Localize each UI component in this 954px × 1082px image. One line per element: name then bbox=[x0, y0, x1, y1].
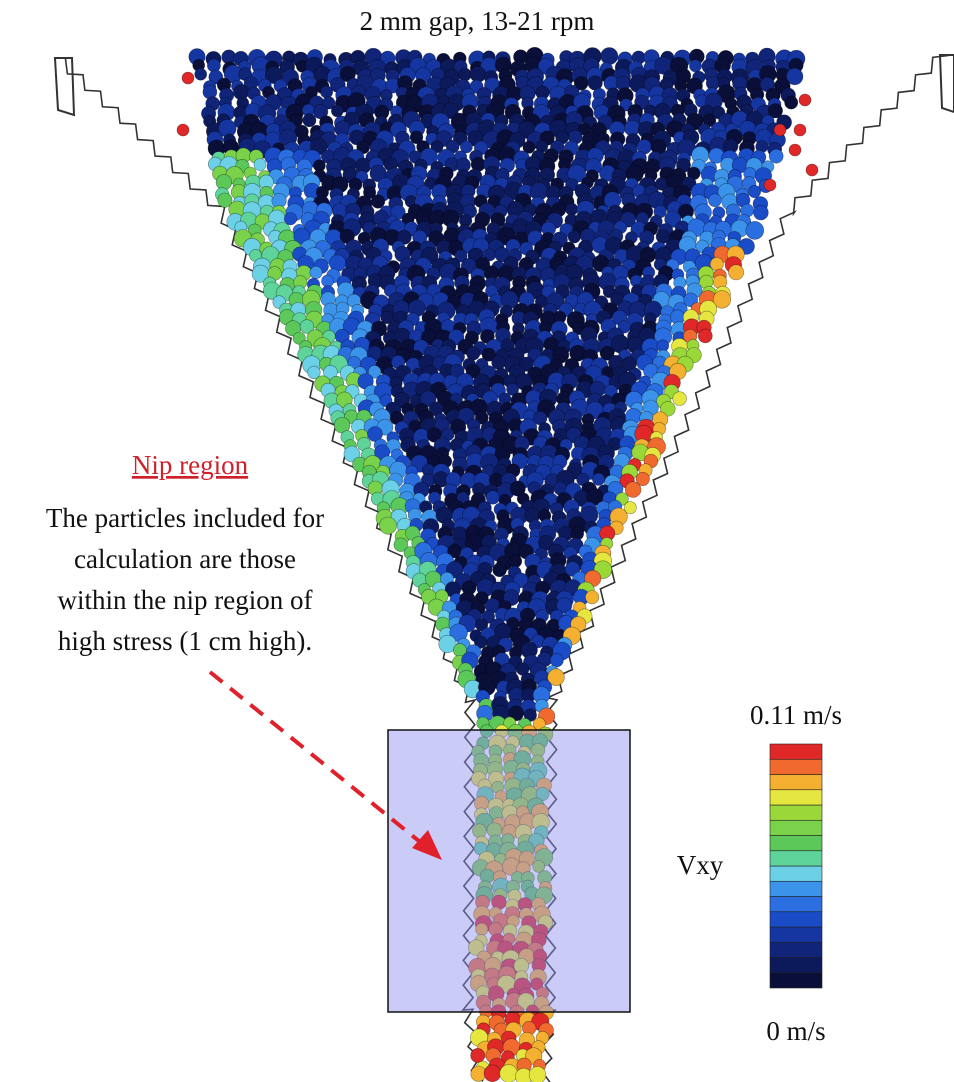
colorbar-band bbox=[770, 805, 822, 820]
particle bbox=[379, 517, 396, 534]
particle bbox=[310, 266, 322, 278]
annotation-line: calculation are those bbox=[74, 544, 296, 574]
colorbar-band bbox=[770, 881, 822, 896]
nip-region-box bbox=[388, 730, 630, 1012]
particle bbox=[698, 329, 712, 343]
annotation-line: The particles included for bbox=[46, 503, 324, 533]
particle bbox=[321, 86, 333, 98]
particle bbox=[748, 185, 760, 197]
colorbar-max: 0.11 m/s bbox=[750, 700, 842, 730]
colorbar-band bbox=[770, 927, 822, 942]
particle bbox=[708, 194, 721, 207]
particle bbox=[673, 392, 687, 406]
particle bbox=[182, 72, 194, 84]
particle bbox=[322, 275, 334, 287]
particle bbox=[789, 144, 801, 156]
particle bbox=[177, 124, 189, 136]
particle bbox=[458, 68, 471, 81]
particle bbox=[509, 555, 522, 568]
particle bbox=[585, 591, 598, 604]
particle bbox=[729, 265, 744, 280]
particle bbox=[254, 159, 266, 171]
particle bbox=[500, 1065, 518, 1082]
particle bbox=[568, 231, 580, 243]
particle bbox=[284, 213, 296, 225]
colorbar-band bbox=[770, 744, 822, 759]
right-bracket bbox=[940, 55, 954, 112]
particle bbox=[785, 96, 798, 109]
colorbar-band bbox=[770, 866, 822, 881]
particle bbox=[746, 221, 764, 239]
particle bbox=[689, 60, 701, 72]
particle bbox=[769, 149, 783, 163]
annotation-line: high stress (1 cm high). bbox=[58, 626, 312, 656]
colorbar-band bbox=[770, 973, 822, 988]
particle bbox=[625, 482, 641, 498]
colorbar-band bbox=[770, 790, 822, 805]
particle bbox=[764, 179, 776, 191]
particle bbox=[331, 105, 343, 117]
particle bbox=[794, 124, 806, 136]
particle bbox=[799, 94, 811, 106]
colorbar-band bbox=[770, 912, 822, 927]
colorbar-band bbox=[770, 759, 822, 774]
annotation-line: within the nip region of bbox=[58, 585, 313, 615]
title: 2 mm gap, 13-21 rpm bbox=[360, 6, 595, 36]
colorbar-band bbox=[770, 942, 822, 957]
figure: 2 mm gap, 13-21 rpm Nip region The parti… bbox=[0, 0, 954, 1082]
particle bbox=[484, 1065, 501, 1082]
annotation-text: The particles included for calculation ar… bbox=[46, 503, 324, 656]
colorbar-band bbox=[770, 851, 822, 866]
colorbar-band bbox=[770, 958, 822, 973]
particle bbox=[550, 654, 563, 667]
particle bbox=[303, 114, 316, 127]
colorbar-band bbox=[770, 897, 822, 912]
particle bbox=[774, 124, 786, 136]
colorbar bbox=[770, 744, 822, 988]
particle bbox=[195, 68, 207, 80]
particle bbox=[806, 164, 818, 176]
particle bbox=[471, 1048, 485, 1062]
particle bbox=[493, 563, 507, 577]
particle bbox=[566, 203, 578, 215]
colorbar-label: Vxy bbox=[677, 850, 724, 880]
annotation-heading: Nip region bbox=[132, 450, 249, 480]
colorbar-band bbox=[770, 820, 822, 835]
particle bbox=[529, 1067, 546, 1082]
colorbar-min: 0 m/s bbox=[766, 1016, 825, 1046]
colorbar-band bbox=[770, 836, 822, 851]
colorbar-band bbox=[770, 775, 822, 790]
particle bbox=[601, 48, 618, 65]
particle bbox=[371, 195, 385, 209]
left-bracket bbox=[55, 58, 74, 115]
particle bbox=[754, 205, 769, 220]
